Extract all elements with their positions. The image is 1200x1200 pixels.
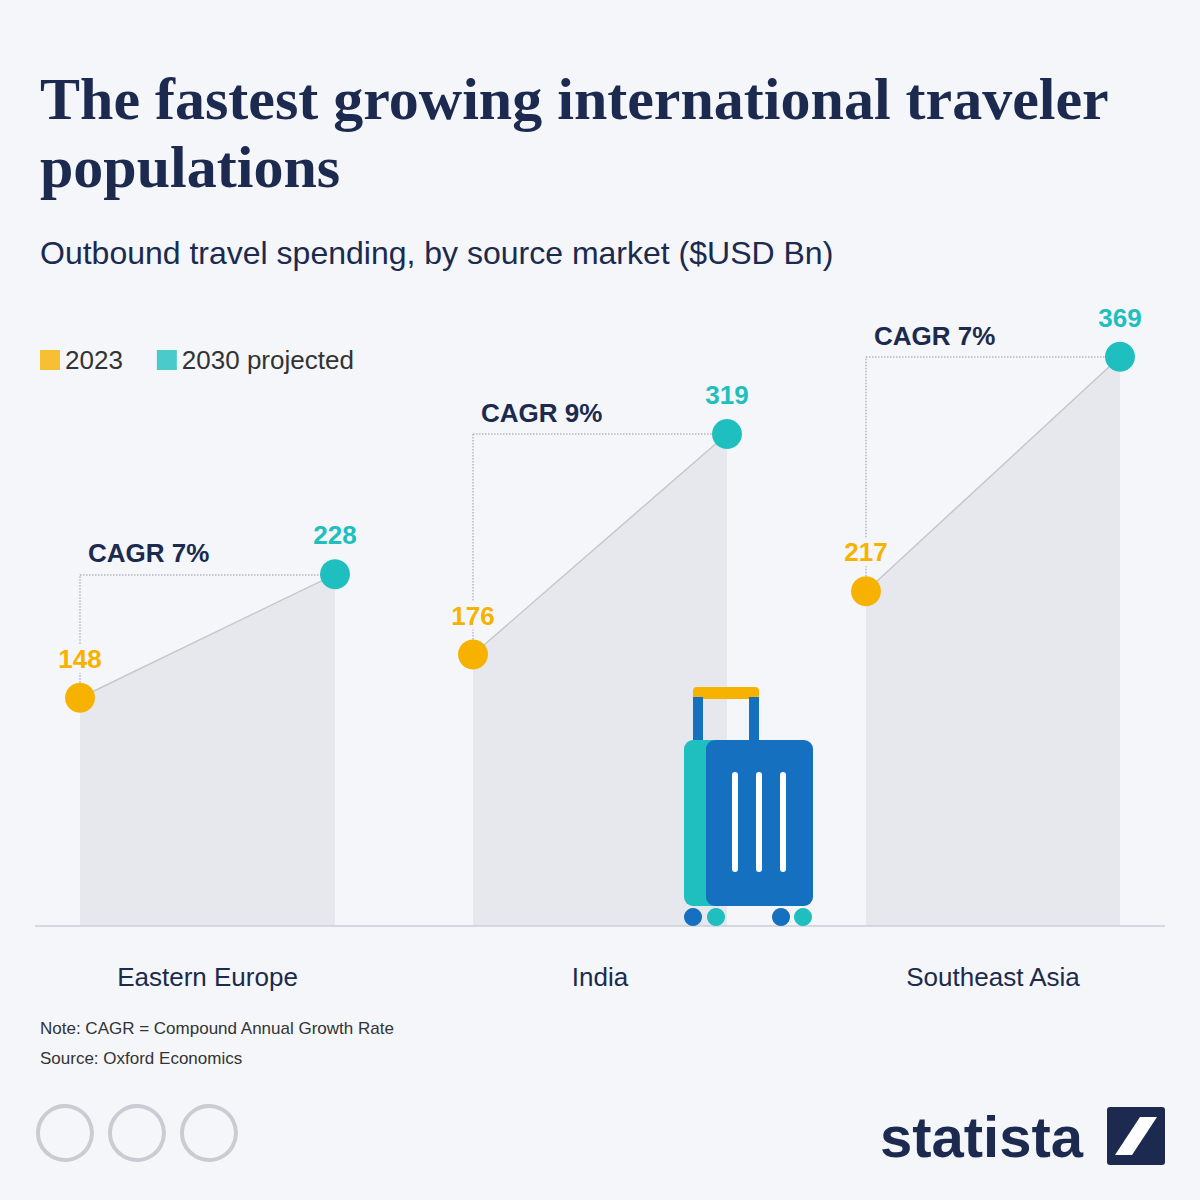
svg-text:Eastern Europe: Eastern Europe <box>117 962 298 992</box>
svg-text:CAGR 9%: CAGR 9% <box>481 398 602 428</box>
svg-text:India: India <box>572 962 629 992</box>
svg-text:228: 228 <box>313 520 356 550</box>
svg-text:176: 176 <box>451 601 494 631</box>
svg-text:Source: Oxford Economics: Source: Oxford Economics <box>40 1049 242 1068</box>
svg-text:The fastest growing internatio: The fastest growing international travel… <box>40 66 1123 132</box>
svg-text:148: 148 <box>58 644 101 674</box>
svg-text:Outbound travel spending, by s: Outbound travel spending, by source mark… <box>40 235 833 271</box>
svg-text:217: 217 <box>844 537 887 567</box>
svg-text:CAGR 7%: CAGR 7% <box>874 321 995 351</box>
svg-text:2023: 2023 <box>65 345 123 375</box>
svg-text:Note: CAGR = Compound Annual G: Note: CAGR = Compound Annual Growth Rate <box>40 1019 394 1038</box>
svg-text:populations: populations <box>40 134 340 200</box>
svg-text:2030 projected: 2030 projected <box>182 345 354 375</box>
svg-text:Southeast Asia: Southeast Asia <box>906 962 1080 992</box>
svg-text:319: 319 <box>705 380 748 410</box>
svg-text:statista: statista <box>880 1104 1084 1169</box>
svg-text:369: 369 <box>1098 303 1141 333</box>
svg-text:CAGR 7%: CAGR 7% <box>88 538 209 568</box>
